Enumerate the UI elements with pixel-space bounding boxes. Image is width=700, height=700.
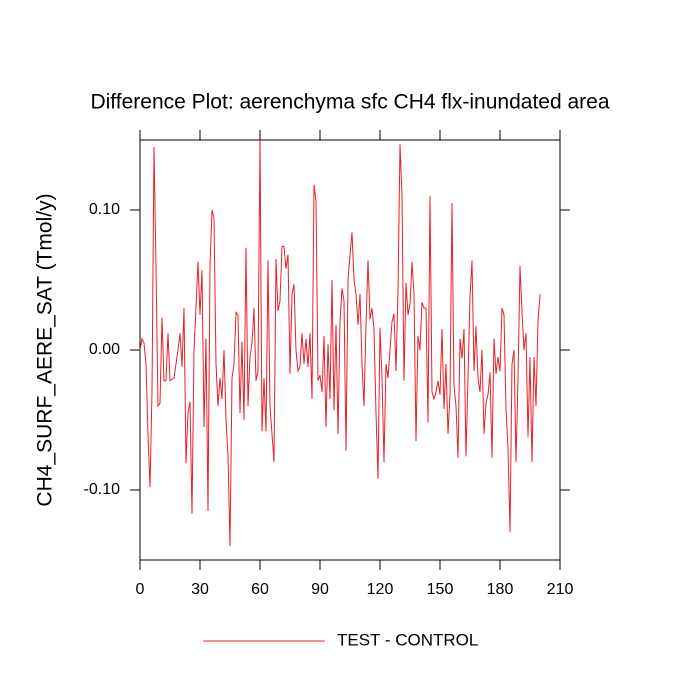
x-tick-label: 150: [427, 581, 454, 598]
x-tick-label: 90: [311, 581, 329, 598]
y-tick-label: 0.00: [89, 341, 120, 358]
x-tick-label: 0: [136, 581, 145, 598]
x-tick-label: 210: [547, 581, 574, 598]
data-line: [139, 139, 541, 547]
x-tick-label: 60: [251, 581, 269, 598]
x-tick-label: 180: [487, 581, 514, 598]
x-tick-label: 30: [191, 581, 209, 598]
y-tick-label: 0.10: [89, 201, 120, 218]
y-axis-label: CH4_SURF_AERE_SAT (Tmol/y): [34, 193, 57, 506]
y-tick-label: -0.10: [84, 481, 121, 498]
chart-title: Difference Plot: aerenchyma sfc CH4 flx-…: [90, 91, 609, 114]
legend-label: TEST - CONTROL: [337, 630, 478, 649]
x-tick-label: 120: [367, 581, 394, 598]
